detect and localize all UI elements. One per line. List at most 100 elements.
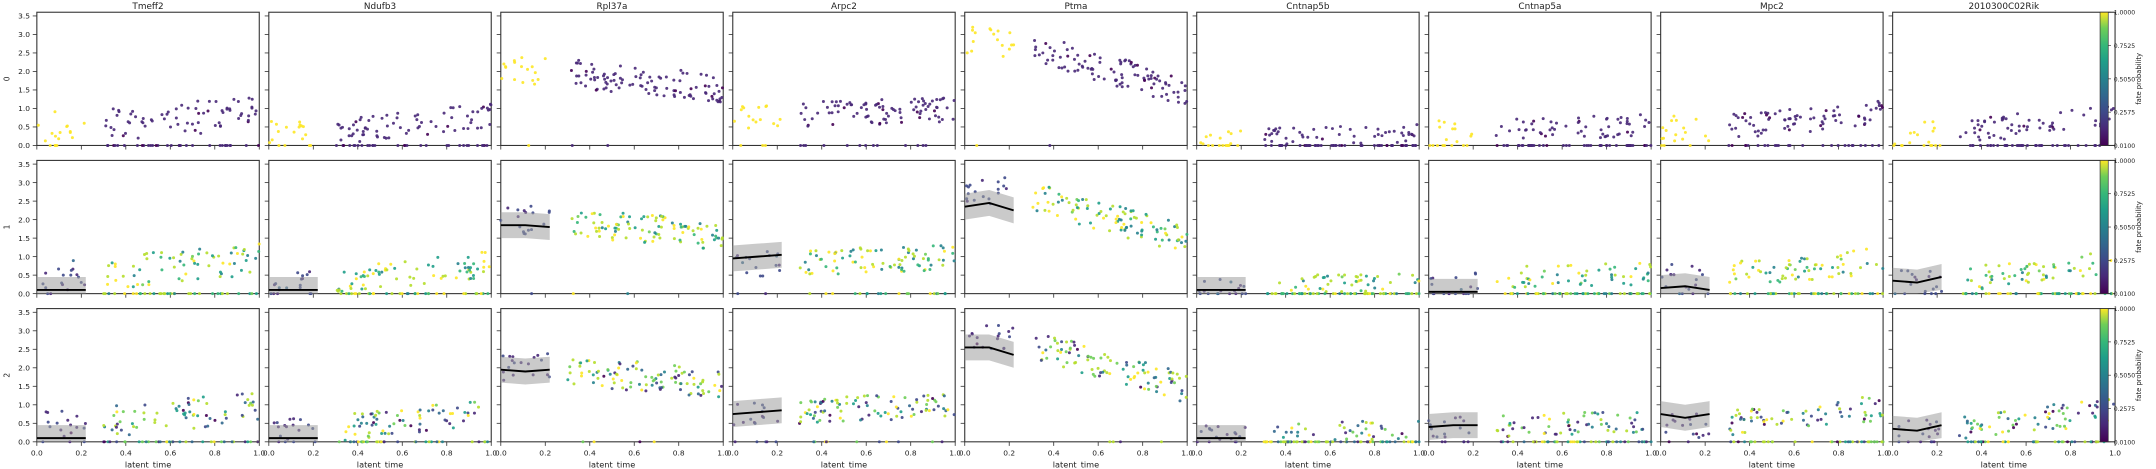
cell-point — [1364, 427, 1368, 431]
cell-point — [682, 370, 686, 374]
cell-point — [1167, 238, 1171, 242]
cell-point — [298, 418, 302, 422]
cell-point — [1330, 127, 1334, 131]
cell-point — [151, 143, 155, 147]
cell-point — [1146, 370, 1150, 374]
cell-point — [1749, 419, 1753, 423]
cell-point — [799, 415, 803, 419]
cell-point — [1373, 134, 1377, 138]
cell-point — [250, 97, 254, 101]
cell-point — [2023, 413, 2027, 417]
cell-point — [1062, 365, 1066, 369]
cell-point — [239, 113, 243, 117]
cell-point — [640, 217, 644, 221]
cell-point — [1149, 74, 1153, 78]
cell-point — [881, 261, 885, 265]
cell-point — [2093, 292, 2097, 296]
cell-point — [348, 440, 352, 444]
cell-point — [1295, 440, 1299, 444]
x-tick-label: 0.6 — [628, 448, 640, 457]
cell-point — [827, 111, 831, 115]
cell-point — [1281, 440, 1285, 444]
cell-point — [2081, 292, 2085, 296]
cell-point — [1912, 130, 1916, 134]
cell-point — [1736, 116, 1740, 120]
y-tick-label: 1.5 — [18, 382, 30, 391]
cell-point — [1628, 416, 1632, 420]
cell-point — [1339, 440, 1343, 444]
cell-point — [1810, 440, 1814, 444]
cell-point — [1970, 292, 1974, 296]
cell-point — [219, 440, 223, 444]
cell-point — [435, 292, 439, 296]
cell-point — [2112, 402, 2116, 406]
cell-point — [828, 413, 832, 417]
cell-point — [606, 224, 610, 228]
cell-point — [1546, 440, 1550, 444]
y-tick-label: 0.5 — [18, 419, 30, 428]
cell-point — [1592, 114, 1596, 118]
cell-point — [615, 372, 619, 376]
cell-point — [479, 292, 483, 296]
cell-point — [106, 282, 110, 286]
cell-point — [1303, 427, 1307, 431]
cell-point — [1065, 196, 1069, 200]
cell-point — [143, 124, 147, 128]
cell-point — [712, 92, 716, 96]
y-tick-label: 3.0 — [18, 30, 30, 39]
cell-point — [418, 416, 422, 420]
cell-point — [1733, 292, 1737, 296]
trend-line — [964, 346, 1014, 356]
cell-point — [1092, 52, 1096, 56]
cell-point — [883, 410, 887, 414]
cell-point — [889, 400, 893, 404]
cell-point — [1359, 289, 1363, 293]
cell-point — [1868, 419, 1872, 423]
cell-point — [126, 285, 130, 289]
cell-point — [1340, 420, 1344, 424]
x-tick-label: 0.4 — [1976, 448, 1988, 457]
subplot-Cntnap5b-0: Cntnap5b — [1192, 2, 1420, 150]
cell-point — [1082, 344, 1086, 348]
cell-point — [1869, 414, 1873, 418]
colorbar-tick-label: 0.5050 — [2114, 373, 2136, 380]
cell-point — [217, 254, 221, 258]
cell-point — [1126, 84, 1130, 88]
cell-point — [1044, 62, 1048, 66]
cell-point — [132, 274, 136, 278]
cell-point — [2036, 292, 2040, 296]
cell-point — [1781, 274, 1785, 278]
cell-point — [1132, 376, 1136, 380]
cell-point — [1579, 129, 1583, 133]
cell-point — [1201, 142, 1205, 146]
cell-point — [1788, 108, 1792, 112]
cell-point — [732, 119, 736, 123]
cell-point — [1932, 126, 1936, 130]
cell-point — [2053, 440, 2057, 444]
cell-point — [1798, 259, 1802, 263]
cell-point — [190, 440, 194, 444]
cell-point — [1881, 292, 1885, 296]
cell-point — [1969, 440, 1973, 444]
x-tick-label: 1.0 — [485, 448, 497, 457]
cell-point — [396, 111, 400, 115]
cell-point — [2002, 277, 2006, 281]
cell-point — [119, 428, 123, 432]
cell-point — [995, 38, 999, 42]
cell-point — [1496, 429, 1500, 433]
cell-point — [915, 398, 919, 402]
cell-point — [1508, 421, 1512, 425]
cell-point — [2083, 440, 2087, 444]
cell-point — [1763, 143, 1767, 147]
cell-point — [937, 258, 941, 262]
cell-point — [1649, 265, 1653, 269]
cell-point — [1379, 424, 1383, 428]
cell-point — [1139, 385, 1143, 389]
cell-point — [1034, 336, 1038, 340]
cell-point — [1364, 126, 1368, 130]
cell-point — [1743, 440, 1747, 444]
cell-point — [971, 25, 975, 29]
x-tick-label: 0.8 — [1833, 448, 1845, 457]
x-axis-label: latent_time — [1053, 460, 1099, 469]
cell-point — [1065, 340, 1069, 344]
